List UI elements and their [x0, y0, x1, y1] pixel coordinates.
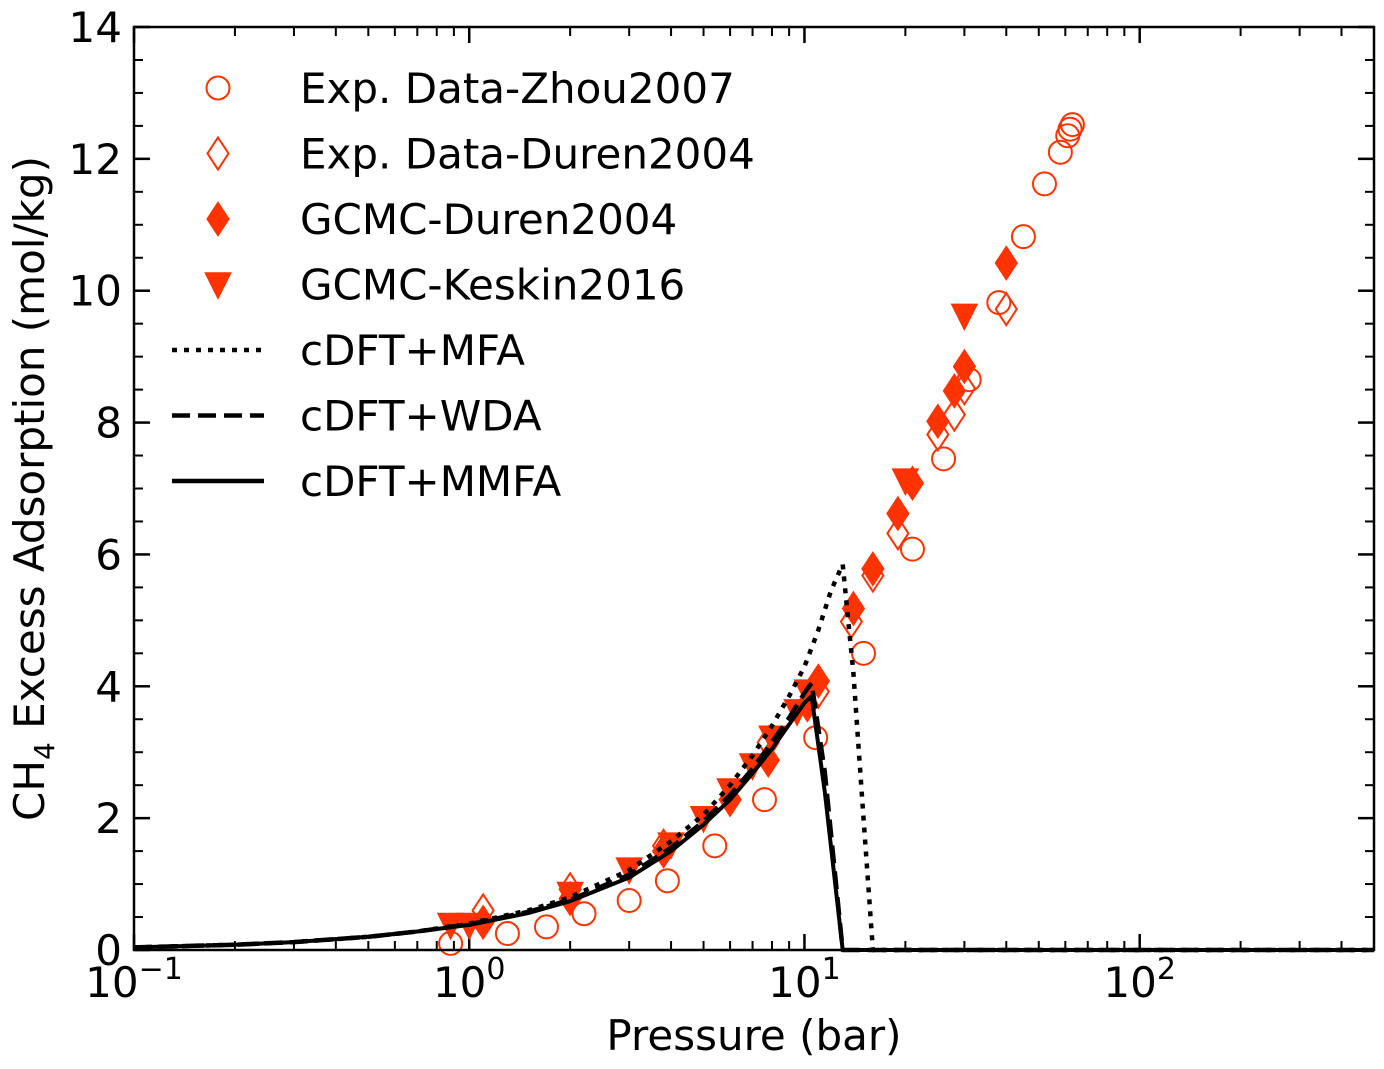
data-point	[1010, 224, 1036, 250]
legend-item: Exp. Data-Duren2004	[206, 130, 755, 179]
data-point	[571, 901, 597, 927]
x-tick-label: 102	[1103, 952, 1176, 1007]
legend: Exp. Data-Zhou2007 Exp. Data-Duren2004 GCM…	[172, 64, 755, 506]
tick-labels: 10−1 100 101 102 0 2 4 6 8 10 12 14	[69, 3, 1176, 1007]
data-point	[942, 373, 967, 409]
data-point	[950, 303, 979, 332]
data-point	[1031, 171, 1057, 197]
legend-item: GCMC-Duren2004	[206, 195, 677, 244]
legend-swatch	[206, 135, 230, 172]
data-point	[891, 468, 920, 497]
y-tick-label: 6	[95, 530, 122, 579]
y-tick-label: 2	[95, 794, 122, 843]
legend-label: cDFT+MMFA	[300, 457, 561, 506]
legend-item: cDFT+MMFA	[172, 457, 561, 506]
data-point	[942, 396, 967, 433]
data-point	[994, 245, 1018, 281]
data-point	[994, 291, 1018, 327]
data-point	[926, 403, 950, 440]
legend-label: GCMC-Keskin2016	[300, 261, 685, 310]
data-point	[931, 446, 957, 472]
legend-label: cDFT+WDA	[300, 392, 542, 441]
x-tick-label: 100	[433, 952, 506, 1007]
data-point	[494, 921, 520, 947]
minor-ticks	[134, 27, 1375, 950]
series-line	[133, 694, 1374, 952]
data-point	[886, 515, 910, 552]
series-4	[133, 562, 1374, 953]
legend-label: GCMC-Duren2004	[300, 195, 677, 244]
y-tick-label: 14	[69, 3, 122, 52]
series-layer	[133, 112, 1374, 956]
data-point	[702, 833, 728, 859]
data-point	[654, 868, 680, 894]
series-line	[133, 562, 1374, 953]
x-axis-label: Pressure (bar)	[606, 1011, 901, 1060]
data-point	[1057, 116, 1083, 142]
legend-swatch	[204, 272, 232, 300]
y-axis-label: CH4 Excess Adsorption (mol/kg)	[5, 156, 61, 821]
legend-item: Exp. Data-Zhou2007	[205, 64, 735, 113]
x-tick-label: 10−1	[85, 952, 183, 1007]
legend-swatch	[205, 75, 231, 101]
data-point	[533, 914, 559, 940]
data-point	[861, 551, 885, 587]
data-point	[899, 536, 925, 562]
data-point	[850, 640, 876, 666]
y-tick-label: 10	[69, 267, 122, 316]
legend-label: Exp. Data-Zhou2007	[300, 64, 735, 113]
legend-label: cDFT+MFA	[300, 326, 525, 375]
series-6	[133, 694, 1374, 952]
y-tick-label: 12	[69, 135, 122, 184]
plot-frame	[132, 25, 1376, 952]
legend-label: Exp. Data-Duren2004	[300, 130, 755, 179]
data-point	[886, 495, 910, 532]
legend-item: cDFT+WDA	[172, 392, 542, 441]
legend-item: cDFT+MFA	[172, 326, 525, 375]
data-point	[1047, 139, 1073, 165]
y-tick-label: 8	[95, 399, 122, 448]
y-tick-label: 4	[95, 662, 122, 711]
data-point	[952, 348, 977, 385]
legend-item: GCMC-Keskin2016	[204, 261, 685, 310]
data-point	[1059, 112, 1085, 138]
data-point	[752, 787, 778, 813]
y-tick-label: 0	[95, 926, 122, 975]
x-tick-label: 101	[768, 952, 841, 1007]
data-point	[926, 416, 950, 453]
data-point	[616, 888, 642, 914]
legend-swatch	[206, 201, 230, 237]
